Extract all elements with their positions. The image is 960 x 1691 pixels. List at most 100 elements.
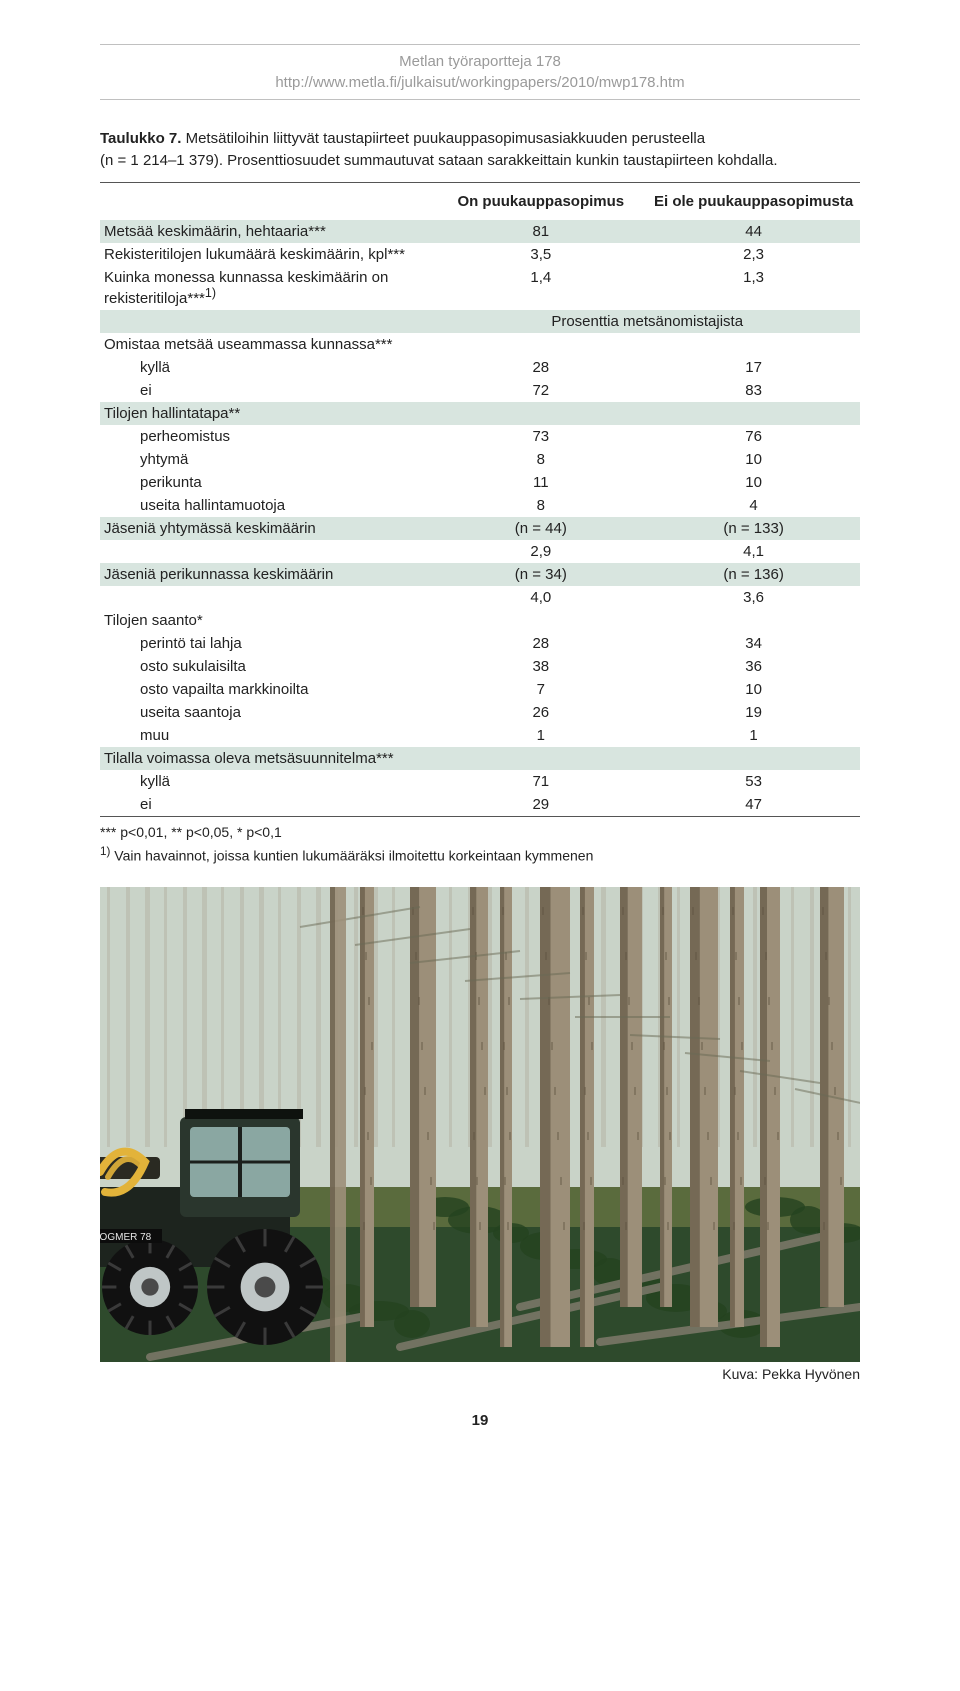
forest-tractor-photo: LOGMER 78 [100, 887, 860, 1362]
table-row: osto vapailta markkinoilta710 [100, 678, 860, 701]
table-row: kyllä7153 [100, 770, 860, 793]
cell-value: 26 [434, 701, 647, 724]
row-label: kyllä [100, 770, 434, 793]
table-row: Jäseniä yhtymässä keskimäärin(n = 44)(n … [100, 517, 860, 540]
photo-container: LOGMER 78 Kuva: Pekka Hyvönen [100, 887, 860, 1382]
footnote-1: 1) Vain havainnot, joissa kuntien lukumä… [100, 843, 860, 867]
row-label: Rekisteritilojen lukumäärä keskimäärin, … [100, 243, 434, 266]
cell-value: 19 [647, 701, 860, 724]
cell-value: 10 [647, 471, 860, 494]
caption-text-b: (n = 1 214–1 379). Prosenttiosuudet summ… [100, 152, 778, 169]
table-row: kyllä2817 [100, 356, 860, 379]
row-label: Jäseniä yhtymässä keskimäärin [100, 517, 434, 540]
cell-value: 2,3 [647, 243, 860, 266]
cell-value: 38 [434, 655, 647, 678]
cell-value: 81 [434, 220, 647, 243]
cell-value: 1 [647, 724, 860, 747]
row-label [100, 586, 434, 609]
cell-value: (n = 133) [647, 517, 860, 540]
cell-value: 10 [647, 678, 860, 701]
row-label: ei [100, 793, 434, 816]
row-label: Jäseniä perikunnassa keskimäärin [100, 563, 434, 586]
cell-value: 71 [434, 770, 647, 793]
table-row: useita saantoja2619 [100, 701, 860, 724]
cell-value: 36 [647, 655, 860, 678]
cell-value: 1 [434, 724, 647, 747]
cell-value: 8 [434, 448, 647, 471]
cell-value: 47 [647, 793, 860, 816]
row-label: useita hallintamuotoja [100, 494, 434, 517]
table-row: Rekisteritilojen lukumäärä keskimäärin, … [100, 243, 860, 266]
page-number: 19 [100, 1412, 860, 1429]
cell-value: 28 [434, 632, 647, 655]
table-row: Tilojen saanto* [100, 609, 860, 632]
cell-value: 44 [647, 220, 860, 243]
cell-value: 7 [434, 678, 647, 701]
table-row: perintö tai lahja2834 [100, 632, 860, 655]
cell-value: 8 [434, 494, 647, 517]
cell-value: 2,9 [434, 540, 647, 563]
row-label: osto sukulaisilta [100, 655, 434, 678]
series-title: Metlan työraportteja 178 [100, 51, 860, 72]
cell-value: 34 [647, 632, 860, 655]
cell-value: 73 [434, 425, 647, 448]
table-row: perikunta1110 [100, 471, 860, 494]
row-label: osto vapailta markkinoilta [100, 678, 434, 701]
table-row: 4,03,6 [100, 586, 860, 609]
row-label: perintö tai lahja [100, 632, 434, 655]
section-label: Tilojen hallintatapa** [100, 402, 860, 425]
table-row: Prosenttia metsänomistajista [100, 310, 860, 333]
page-header: Metlan työraportteja 178 http://www.metl… [100, 44, 860, 100]
cell-value: 53 [647, 770, 860, 793]
footnote-1-label: 1) [100, 845, 110, 858]
cell-value: 1,3 [647, 266, 860, 310]
header-rule-bottom [100, 99, 860, 100]
cell-value: 3,5 [434, 243, 647, 266]
table-row: Kuinka monessa kunnassa keskimäärin on r… [100, 266, 860, 310]
significance-legend: *** p<0,01, ** p<0,05, * p<0,1 [100, 821, 860, 843]
photo-credit: Kuva: Pekka Hyvönen [100, 1366, 860, 1382]
cell-value: 72 [434, 379, 647, 402]
table-header-row: On puukauppa­sopimus Ei ole puukauppa­so… [100, 183, 860, 220]
data-table: On puukauppa­sopimus Ei ole puukauppa­so… [100, 183, 860, 816]
table-row: Tilojen hallintatapa** [100, 402, 860, 425]
series-url: http://www.metla.fi/julkaisut/workingpap… [100, 72, 860, 93]
row-label: kyllä [100, 356, 434, 379]
footnote-1-text: Vain havainnot, joissa kuntien lukumäärä… [114, 848, 593, 864]
table-row: ei2947 [100, 793, 860, 816]
table-bottom-rule [100, 816, 860, 817]
table-row: Tilalla voimassa oleva metsäsuunnitelma*… [100, 747, 860, 770]
table-row: Metsää keskimäärin, hehtaaria***8144 [100, 220, 860, 243]
cell-value: 11 [434, 471, 647, 494]
cell-value: 4,0 [434, 586, 647, 609]
svg-text:LOGMER 78: LOGMER 78 [100, 1232, 152, 1243]
table-row: useita hallintamuotoja84 [100, 494, 860, 517]
table-row: perheomistus7376 [100, 425, 860, 448]
col-header-has-contract: On puukauppa­sopimus [434, 183, 647, 220]
cell-value: 83 [647, 379, 860, 402]
row-label: Kuinka monessa kunnassa keskimäärin on r… [100, 266, 434, 310]
table-row: muu11 [100, 724, 860, 747]
row-label: perikunta [100, 471, 434, 494]
section-label: Tilojen saanto* [100, 609, 860, 632]
table-row: yhtymä810 [100, 448, 860, 471]
row-label: useita saantoja [100, 701, 434, 724]
cell-value: 28 [434, 356, 647, 379]
table-row: Jäseniä perikunnassa keskimäärin(n = 34)… [100, 563, 860, 586]
section-label: Tilalla voimassa oleva metsäsuunnitelma*… [100, 747, 860, 770]
row-label: ei [100, 379, 434, 402]
caption-text-a: Metsätiloihin liittyvät taustapiirteet p… [186, 130, 705, 147]
cell-value: 4 [647, 494, 860, 517]
col-header-no-contract: Ei ole puukauppa­sopimusta [647, 183, 860, 220]
row-label: Metsää keskimäärin, hehtaaria*** [100, 220, 434, 243]
cell-value: 1,4 [434, 266, 647, 310]
header-rule-top [100, 44, 860, 45]
cell-value: 3,6 [647, 586, 860, 609]
table-caption: Taulukko 7. Metsätiloihin liittyvät taus… [100, 128, 860, 172]
cell-value: 10 [647, 448, 860, 471]
cell-value: 29 [434, 793, 647, 816]
table-row: 2,94,1 [100, 540, 860, 563]
cell-value: 4,1 [647, 540, 860, 563]
cell-value: (n = 44) [434, 517, 647, 540]
cell-value: 17 [647, 356, 860, 379]
